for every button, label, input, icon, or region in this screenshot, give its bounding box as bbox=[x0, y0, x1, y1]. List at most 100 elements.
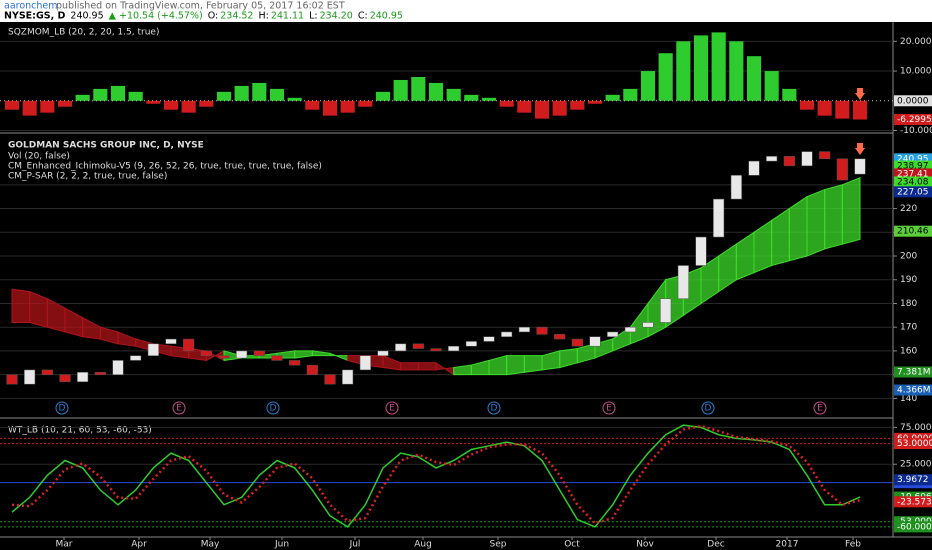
author[interactable]: aaronchem bbox=[4, 1, 58, 12]
y-tick-label: 180 bbox=[900, 299, 917, 309]
candle-body bbox=[94, 372, 106, 375]
event-label: E bbox=[606, 404, 612, 414]
momentum-bar bbox=[464, 94, 479, 101]
candle-body bbox=[359, 355, 371, 371]
x-tick-label: Aug bbox=[414, 540, 432, 550]
candle-body bbox=[783, 156, 795, 167]
momentum-bar bbox=[393, 79, 408, 101]
panel-title: SQZMOM_LB (20, 2, 20, 1.5, true) bbox=[8, 28, 159, 38]
header-text: 234.52 bbox=[220, 11, 253, 22]
chart-background bbox=[0, 22, 932, 550]
event-marker bbox=[487, 401, 501, 415]
momentum-bar bbox=[269, 88, 285, 101]
candle-body bbox=[854, 158, 866, 175]
candle-body bbox=[536, 326, 548, 335]
candle-body bbox=[165, 338, 177, 345]
momentum-bar bbox=[729, 41, 744, 101]
candle-body bbox=[377, 350, 389, 356]
candle-body bbox=[6, 374, 18, 385]
header-text: H: bbox=[258, 11, 268, 22]
axis-badge bbox=[894, 474, 932, 486]
momentum-bar bbox=[446, 88, 461, 101]
header-text: 240.95 bbox=[370, 11, 403, 22]
candle-body bbox=[77, 372, 89, 383]
momentum-bar bbox=[570, 100, 585, 110]
candle-body bbox=[571, 338, 583, 347]
candle-body bbox=[465, 341, 477, 347]
y-tick-label: -10.0000 bbox=[900, 126, 932, 136]
axis-badge bbox=[894, 160, 932, 172]
axis-badge bbox=[894, 168, 932, 180]
momentum-bar bbox=[711, 32, 726, 101]
axis-badge-label: -6.2995 bbox=[897, 115, 932, 125]
ichimoku-cloud bbox=[400, 362, 419, 371]
momentum-bar bbox=[835, 100, 850, 119]
volume-badge bbox=[894, 366, 932, 378]
candle-body bbox=[819, 151, 831, 159]
volume-badge-label: 4.366M bbox=[897, 386, 931, 396]
panel-title: WT_LB (10, 21, 60, 53, -60, -53) bbox=[8, 426, 152, 436]
event-label: D bbox=[491, 404, 498, 414]
momentum-bar bbox=[799, 100, 815, 110]
axis-badge-label: 240.95 bbox=[897, 154, 929, 164]
momentum-bar bbox=[623, 88, 638, 101]
candle-body bbox=[801, 151, 813, 167]
header-text: O: bbox=[208, 11, 219, 22]
event-marker bbox=[602, 401, 616, 415]
momentum-bar bbox=[764, 71, 779, 101]
momentum-bar bbox=[305, 100, 320, 110]
candle-body bbox=[448, 345, 460, 352]
axis-badge-label: 234.08 bbox=[897, 177, 929, 187]
y-tick-label: 75.0000 bbox=[900, 423, 932, 433]
x-tick-label: Jun bbox=[274, 540, 289, 550]
momentum-bar bbox=[481, 97, 497, 101]
candle-body bbox=[836, 158, 848, 181]
candle-body bbox=[253, 350, 265, 356]
header-bar bbox=[0, 0, 932, 22]
candle-body bbox=[412, 343, 424, 349]
axis-badge bbox=[894, 225, 932, 237]
momentum-bar bbox=[252, 82, 267, 101]
event-marker bbox=[701, 401, 715, 415]
momentum-bar bbox=[358, 100, 373, 107]
volume-badge bbox=[894, 384, 932, 396]
ichimoku-cloud bbox=[841, 176, 861, 245]
candle-body bbox=[41, 369, 53, 375]
momentum-bar bbox=[75, 94, 90, 101]
candle-body bbox=[695, 236, 707, 266]
momentum-bar bbox=[22, 100, 37, 116]
event-label: E bbox=[176, 404, 182, 414]
axis-badge bbox=[894, 114, 932, 126]
event-marker bbox=[813, 401, 827, 415]
indicator-title: CM_Enhanced_Ichimoku-V5 (9, 26, 52, 26, … bbox=[8, 162, 322, 172]
momentum-bar bbox=[322, 100, 338, 116]
candle-body bbox=[236, 350, 248, 359]
momentum-bar bbox=[782, 88, 797, 101]
event-label: D bbox=[270, 404, 277, 414]
momentum-bar bbox=[146, 100, 161, 104]
momentum-bar bbox=[693, 35, 709, 101]
ichimoku-cloud bbox=[788, 195, 808, 262]
event-label: D bbox=[705, 404, 712, 414]
axis-badge bbox=[894, 438, 932, 450]
ichimoku-cloud bbox=[11, 288, 31, 323]
momentum-bar bbox=[216, 91, 232, 101]
ichimoku-cloud bbox=[806, 188, 826, 257]
momentum-bar bbox=[411, 77, 426, 101]
axis-badge bbox=[894, 521, 932, 533]
momentum-bar bbox=[287, 97, 302, 101]
wave-line bbox=[11, 424, 861, 525]
candle-body bbox=[607, 331, 619, 337]
header-text: C: bbox=[358, 11, 368, 22]
x-tick-label: Feb bbox=[845, 540, 861, 550]
ichimoku-cloud bbox=[417, 362, 437, 371]
candle-body bbox=[766, 156, 778, 162]
event-marker bbox=[385, 401, 399, 415]
y-tick-label: 20.0000 bbox=[900, 37, 932, 47]
momentum-bar bbox=[640, 71, 656, 101]
momentum-bar bbox=[199, 100, 214, 107]
event-marker bbox=[55, 401, 69, 415]
x-tick-label: 2017 bbox=[776, 540, 799, 550]
candle-body bbox=[483, 336, 495, 342]
